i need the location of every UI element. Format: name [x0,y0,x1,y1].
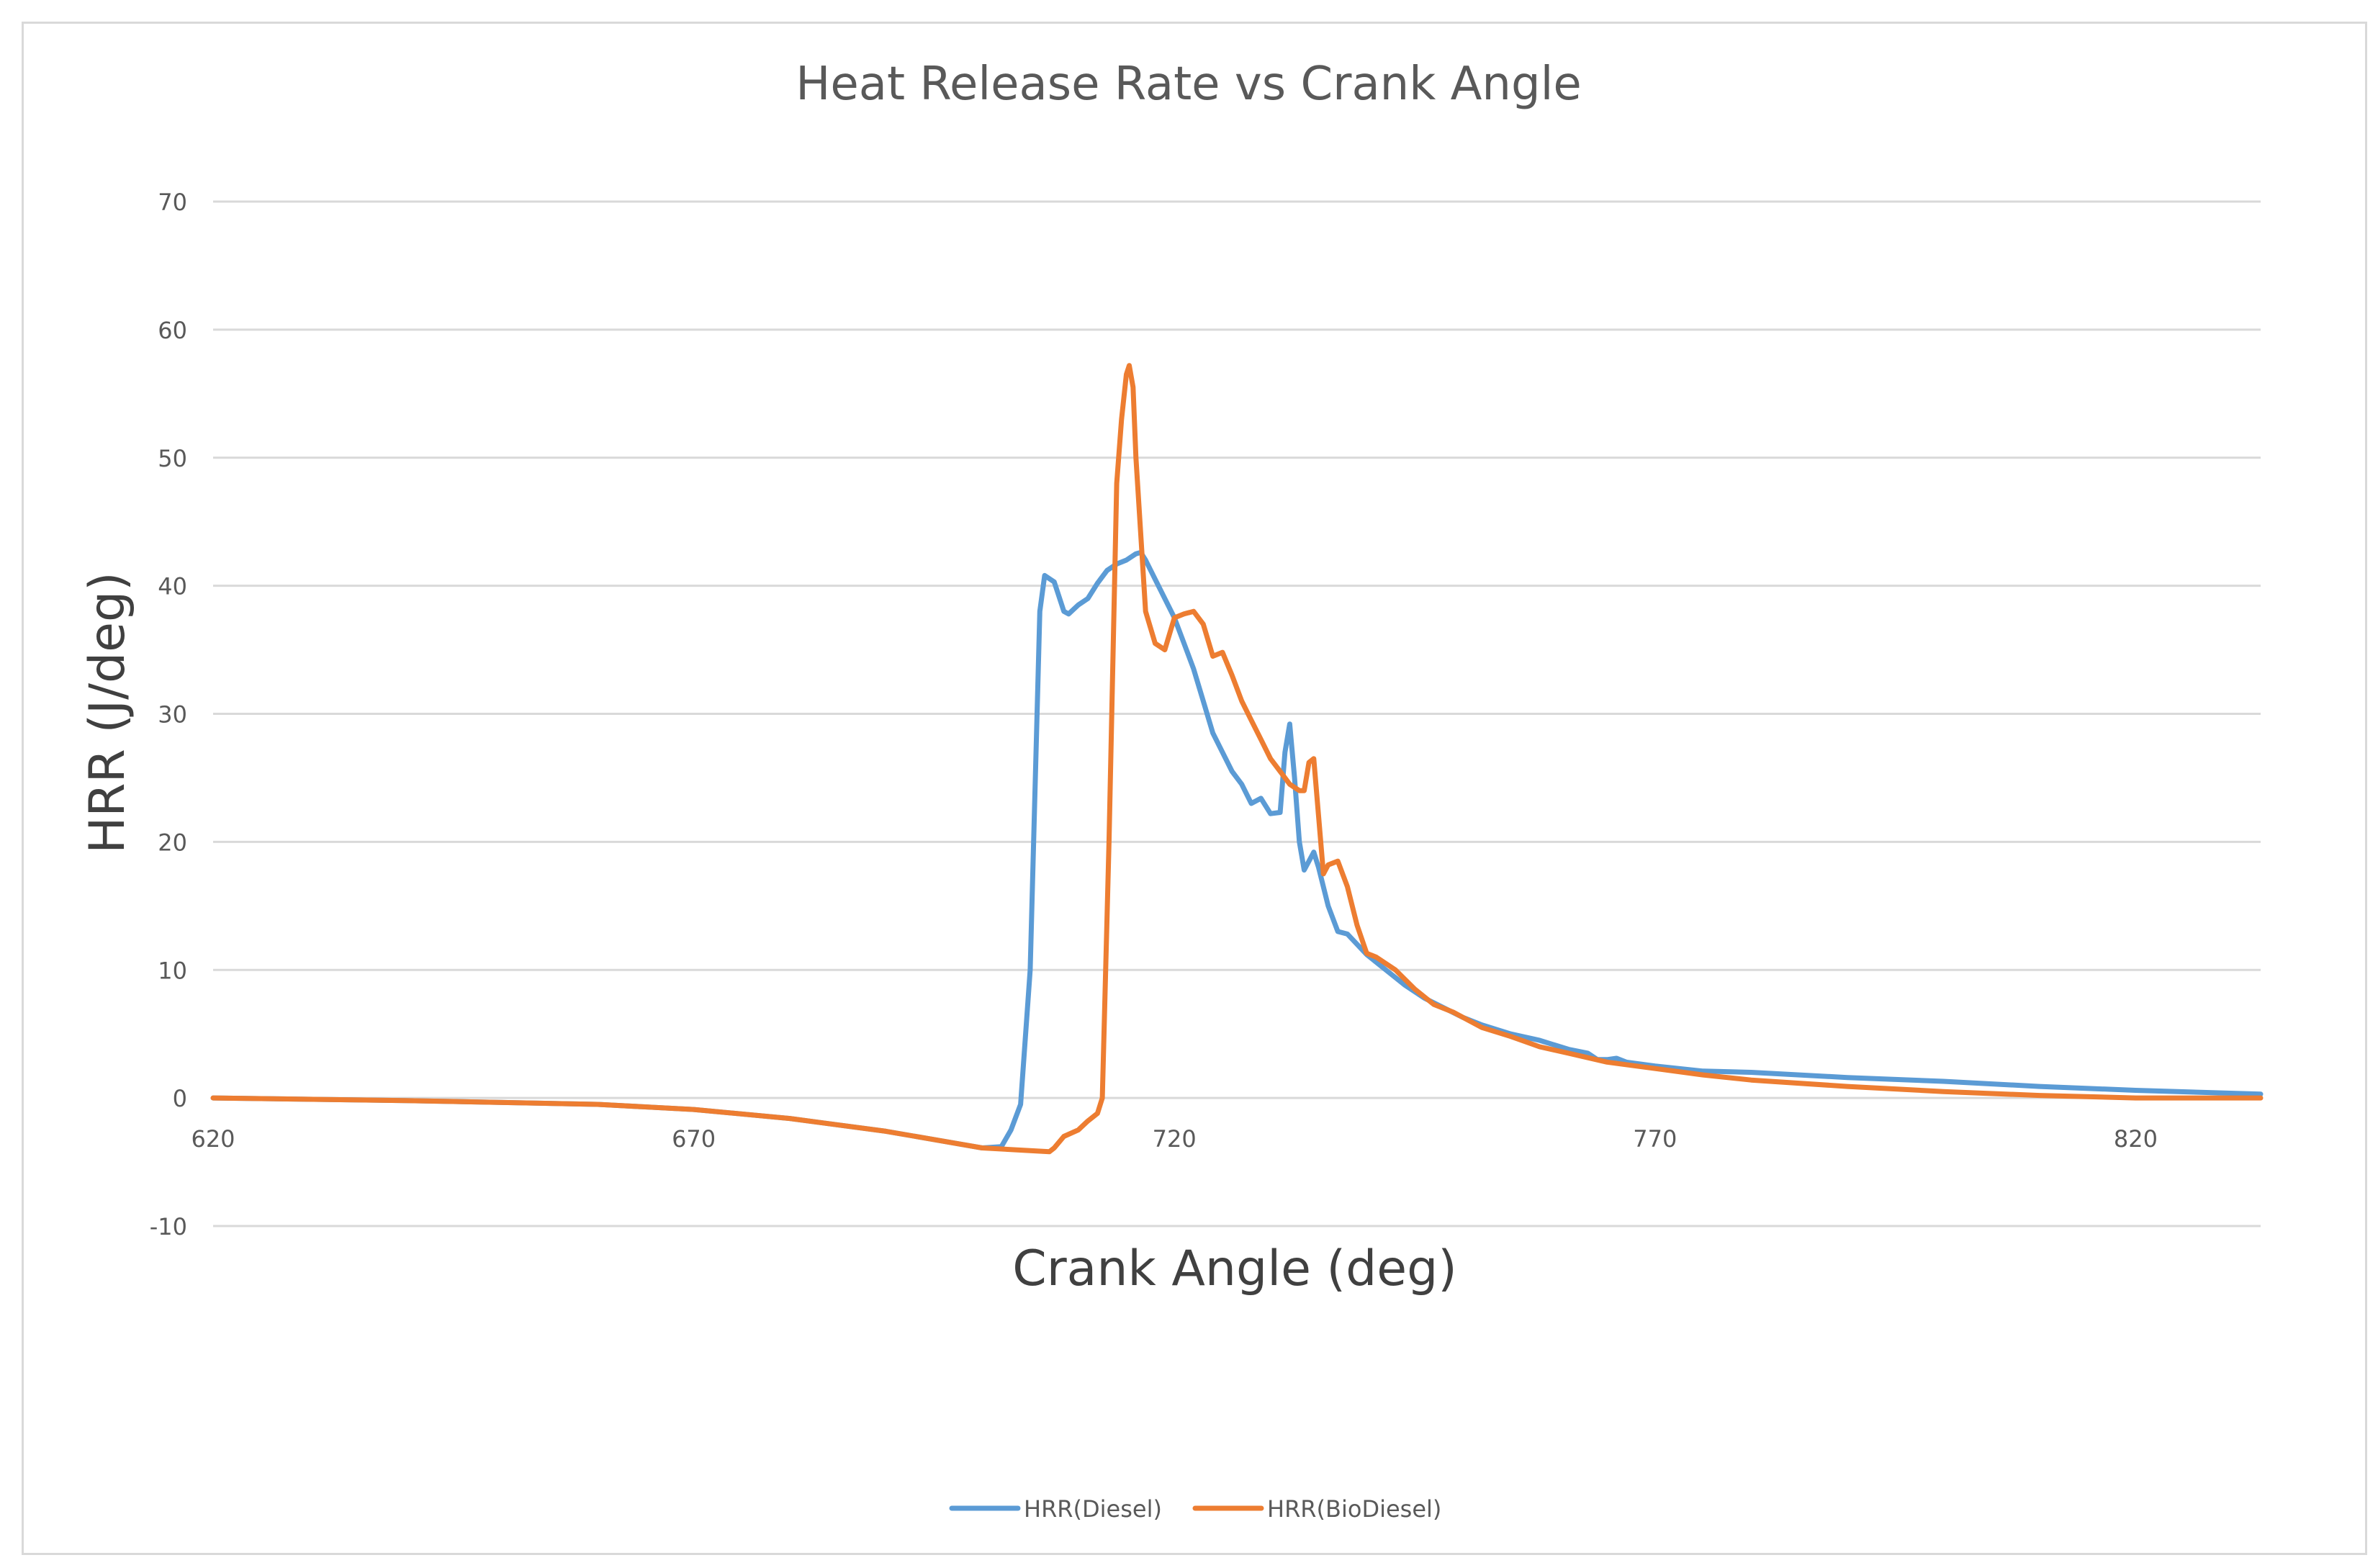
y-tick-label: 0 [173,1085,187,1112]
y-tick-label: 50 [158,445,187,472]
series-line-diesel [210,549,2264,1150]
y-tick-label: 10 [158,957,187,984]
x-tick-labels: 620 670 720 770 820 [191,1125,2158,1153]
x-tick-label: 820 [2114,1125,2158,1153]
y-tick-label: 30 [158,701,187,729]
legend: HRR(Diesel) HRR(BioDiesel) [949,1495,1441,1523]
y-tick-label: 20 [158,829,187,856]
legend-label: HRR(BioDiesel) [1267,1495,1441,1523]
chart-frame [22,22,2367,1555]
y-tick-label: 60 [158,317,187,344]
y-tick-label: 40 [158,573,187,600]
x-tick-label: 720 [1153,1125,1197,1153]
y-tick-label: 70 [158,189,187,216]
y-axis-title: HRR (J/deg) [79,572,136,853]
x-tick-label: 670 [672,1125,716,1153]
grid-layer [213,200,2261,1227]
legend-label: HRR(Diesel) [1024,1495,1162,1523]
series-line-biodiesel [210,363,2264,1155]
chart-title: Heat Release Rate vs Crank Angle [796,58,1582,111]
series-layer [210,363,2264,1155]
x-tick-label: 770 [1633,1125,1677,1153]
x-axis-title: Crank Angle (deg) [1012,1240,1457,1297]
x-tick-label: 620 [191,1125,235,1153]
y-tick-label: -10 [150,1213,187,1240]
y-tick-labels: -10 0 10 20 30 40 50 60 70 [150,189,187,1240]
